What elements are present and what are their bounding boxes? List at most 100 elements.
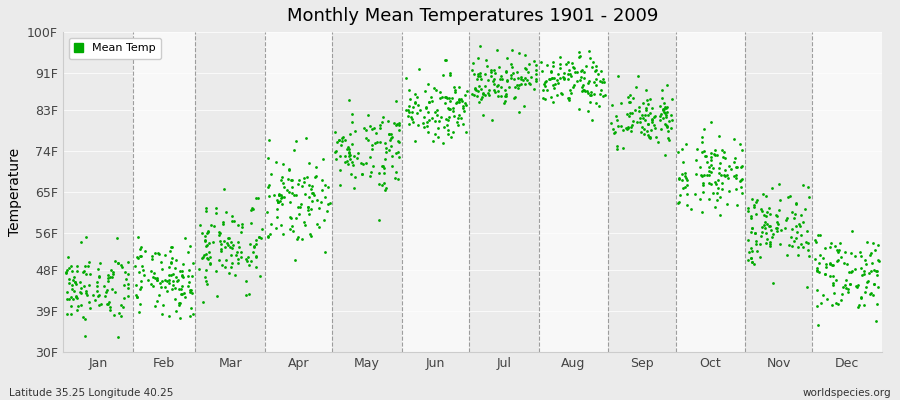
Point (110, 235, 124, 241)
Point (658, 110, 672, 117)
Point (754, 229, 769, 236)
Point (622, 112, 636, 119)
Point (511, 85, 526, 92)
Point (225, 260, 239, 266)
Point (747, 261, 761, 268)
Point (749, 211, 763, 217)
Point (779, 252, 794, 258)
Point (316, 217, 330, 224)
Point (499, 69, 513, 76)
Point (688, 170, 703, 177)
Point (400, 113, 415, 120)
Point (753, 205, 768, 212)
Point (445, 95, 459, 102)
Point (482, 86, 497, 93)
Point (556, 70, 571, 76)
Point (610, 117, 625, 123)
Point (706, 165, 720, 171)
Point (665, 117, 680, 123)
Point (68, 279, 83, 285)
Point (812, 260, 826, 266)
Point (494, 73, 508, 79)
Point (566, 84, 580, 91)
Bar (676, 32, 745, 352)
Point (635, 100, 650, 106)
Point (382, 137, 397, 144)
Point (836, 284, 850, 290)
Point (320, 184, 335, 190)
Point (101, 275, 115, 281)
Point (744, 213, 759, 219)
Point (79, 288, 94, 294)
Point (348, 174, 363, 181)
Point (389, 122, 403, 128)
Point (405, 116, 419, 122)
Point (209, 268, 223, 274)
Point (747, 202, 761, 209)
Point (528, 71, 543, 78)
Point (451, 122, 465, 128)
Point (200, 230, 214, 236)
Point (292, 177, 306, 184)
Point (557, 75, 572, 82)
Point (441, 104, 455, 111)
Point (730, 163, 744, 170)
Point (119, 276, 133, 282)
Point (472, 73, 487, 79)
Point (522, 80, 536, 86)
Point (165, 244, 179, 251)
Point (561, 76, 575, 82)
Point (871, 258, 886, 264)
Point (766, 231, 780, 238)
Point (59, 267, 74, 273)
Point (168, 284, 183, 291)
Point (554, 65, 568, 71)
Point (177, 235, 192, 242)
Point (785, 209, 799, 216)
Point (554, 54, 568, 61)
Point (342, 150, 356, 156)
Point (209, 210, 223, 216)
Point (223, 252, 238, 258)
Point (868, 281, 882, 288)
Point (583, 89, 598, 95)
Point (680, 175, 694, 181)
Point (162, 280, 176, 286)
Point (823, 260, 837, 266)
Point (276, 180, 291, 187)
Point (641, 121, 655, 128)
Point (82, 259, 96, 266)
Point (823, 244, 837, 250)
Point (261, 155, 275, 161)
Point (202, 239, 217, 246)
Point (261, 233, 275, 239)
Point (734, 190, 749, 196)
Point (733, 141, 747, 148)
Point (288, 214, 302, 221)
Point (852, 249, 867, 256)
Point (808, 256, 823, 262)
Point (60, 289, 75, 295)
Point (94, 301, 108, 307)
Point (224, 264, 238, 270)
Point (630, 119, 644, 126)
Point (857, 270, 871, 277)
Point (78, 234, 93, 240)
Point (286, 192, 301, 198)
Point (593, 78, 608, 84)
Point (708, 181, 723, 187)
Point (712, 164, 726, 171)
Point (680, 182, 694, 188)
Point (283, 214, 297, 220)
Point (742, 205, 756, 212)
Point (451, 115, 465, 122)
Point (704, 154, 718, 160)
Point (802, 194, 816, 200)
Point (640, 127, 654, 134)
Point (351, 150, 365, 156)
Point (487, 66, 501, 73)
Point (547, 75, 562, 82)
Point (796, 218, 810, 225)
Point (842, 280, 857, 287)
Point (436, 124, 451, 131)
